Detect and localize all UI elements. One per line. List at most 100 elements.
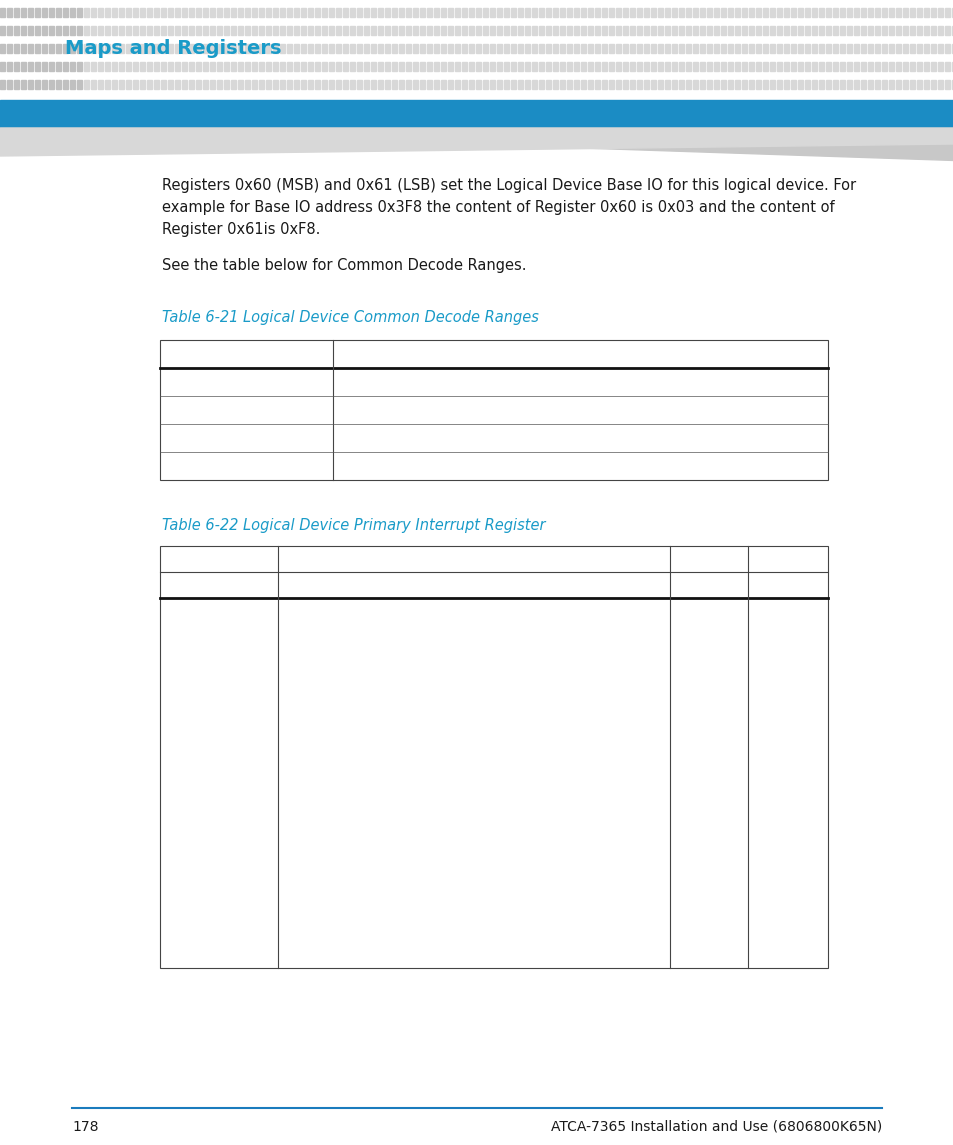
- Bar: [595, 62, 599, 71]
- Bar: [216, 62, 222, 71]
- Bar: [210, 62, 214, 71]
- Bar: [252, 62, 256, 71]
- Bar: [867, 62, 872, 71]
- Bar: [861, 62, 865, 71]
- Bar: [790, 80, 795, 89]
- Bar: [524, 80, 530, 89]
- Bar: [888, 26, 893, 35]
- Bar: [469, 44, 474, 53]
- Bar: [818, 80, 823, 89]
- Bar: [280, 44, 285, 53]
- Bar: [622, 8, 627, 17]
- Bar: [840, 26, 844, 35]
- Bar: [616, 8, 620, 17]
- Bar: [294, 44, 298, 53]
- Bar: [406, 44, 411, 53]
- Bar: [63, 80, 68, 89]
- Bar: [322, 8, 327, 17]
- Bar: [783, 44, 788, 53]
- Text: 0xA: IRQ10: 0xA: IRQ10: [288, 840, 370, 855]
- Bar: [377, 8, 382, 17]
- Bar: [371, 44, 375, 53]
- Bar: [224, 62, 229, 71]
- Text: COM4: COM4: [343, 458, 386, 474]
- Bar: [601, 8, 606, 17]
- Bar: [643, 80, 648, 89]
- Bar: [720, 8, 725, 17]
- Bar: [189, 44, 193, 53]
- Bar: [658, 8, 662, 17]
- Bar: [867, 44, 872, 53]
- Bar: [427, 62, 432, 71]
- Bar: [503, 80, 509, 89]
- Bar: [56, 44, 61, 53]
- Bar: [608, 44, 614, 53]
- Bar: [335, 26, 340, 35]
- Bar: [398, 8, 403, 17]
- Bar: [195, 80, 201, 89]
- Bar: [566, 8, 572, 17]
- Bar: [882, 80, 886, 89]
- Bar: [874, 44, 879, 53]
- Text: 0x8: IRQ8: 0x8: IRQ8: [288, 800, 359, 815]
- Bar: [203, 26, 208, 35]
- Bar: [419, 80, 424, 89]
- Bar: [245, 44, 250, 53]
- Bar: [224, 44, 229, 53]
- Bar: [559, 8, 564, 17]
- Bar: [7, 44, 12, 53]
- Bar: [49, 26, 54, 35]
- Bar: [168, 26, 172, 35]
- Bar: [98, 80, 103, 89]
- Bar: [322, 62, 327, 71]
- Bar: [322, 26, 327, 35]
- Bar: [587, 62, 593, 71]
- Bar: [210, 26, 214, 35]
- Bar: [147, 80, 152, 89]
- Bar: [895, 44, 900, 53]
- Bar: [503, 8, 509, 17]
- Bar: [511, 62, 516, 71]
- Bar: [231, 8, 235, 17]
- Bar: [517, 26, 522, 35]
- Bar: [70, 62, 75, 71]
- Bar: [559, 80, 564, 89]
- Bar: [790, 62, 795, 71]
- Bar: [273, 62, 277, 71]
- Bar: [70, 26, 75, 35]
- Bar: [853, 62, 858, 71]
- Bar: [448, 80, 453, 89]
- Bar: [629, 62, 635, 71]
- Bar: [377, 26, 382, 35]
- Bar: [608, 26, 614, 35]
- Bar: [553, 8, 558, 17]
- Bar: [671, 44, 677, 53]
- Bar: [727, 26, 732, 35]
- Bar: [314, 62, 319, 71]
- Bar: [916, 8, 921, 17]
- Text: IO Address range: IO Address range: [170, 347, 296, 362]
- Text: 0xB: IRQ11: 0xB: IRQ11: [288, 860, 370, 875]
- Bar: [168, 8, 172, 17]
- Bar: [147, 8, 152, 17]
- Bar: [356, 44, 361, 53]
- Text: Register 0x61is 0xF8.: Register 0x61is 0xF8.: [162, 222, 320, 237]
- Bar: [406, 62, 411, 71]
- Bar: [797, 80, 802, 89]
- Bar: [153, 62, 159, 71]
- Bar: [189, 80, 193, 89]
- Bar: [825, 8, 830, 17]
- Text: 0xE: IRQ14: 0xE: IRQ14: [288, 919, 369, 935]
- Bar: [503, 44, 509, 53]
- Bar: [580, 62, 585, 71]
- Bar: [944, 80, 949, 89]
- Bar: [616, 62, 620, 71]
- Bar: [497, 62, 501, 71]
- Bar: [168, 44, 172, 53]
- Bar: [629, 26, 635, 35]
- Bar: [783, 62, 788, 71]
- Bar: [356, 8, 361, 17]
- Bar: [160, 340, 827, 480]
- Bar: [224, 80, 229, 89]
- Bar: [790, 8, 795, 17]
